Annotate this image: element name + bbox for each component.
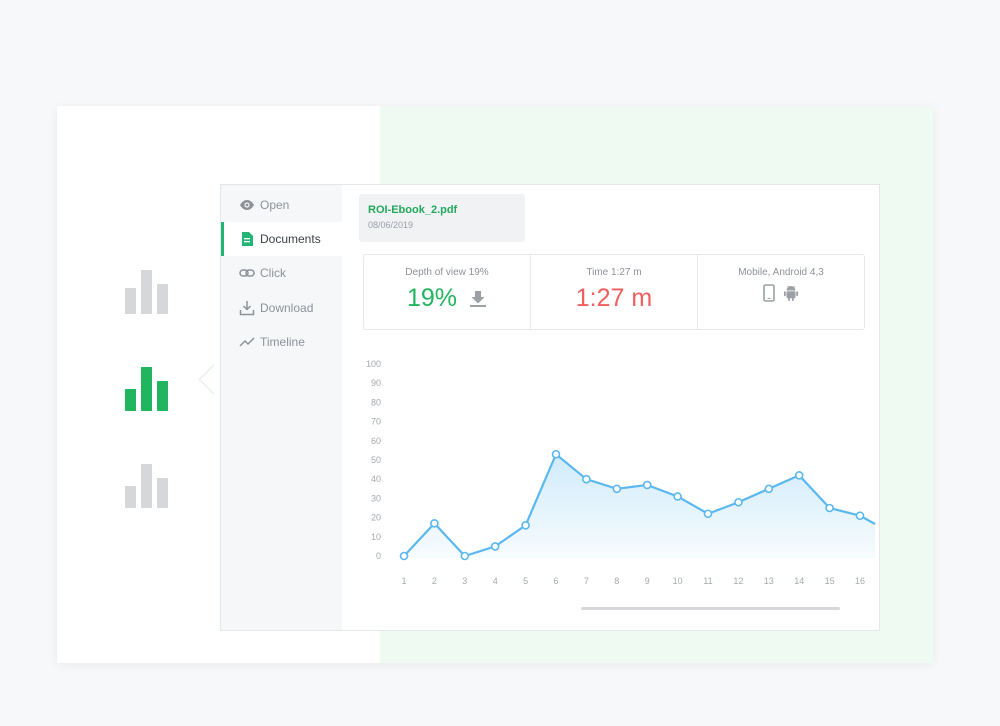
metric-value: 19% <box>406 284 458 312</box>
eye-icon <box>240 200 254 210</box>
data-point <box>460 551 470 561</box>
data-point <box>703 509 713 519</box>
x-tick-label: 9 <box>645 576 650 586</box>
x-tick-label: 2 <box>432 576 437 586</box>
x-tick-label: 7 <box>584 576 589 586</box>
data-point <box>551 449 561 459</box>
x-tick-label: 1 <box>401 576 406 586</box>
x-tick-label: 11 <box>703 576 712 586</box>
sidebar-item-label: Documents <box>260 232 321 246</box>
data-point <box>582 474 591 484</box>
x-tick-label: 10 <box>673 576 683 586</box>
metric-label: Mobile, Android 4,3 <box>738 267 824 278</box>
analytics-card: Open Documents Click Download Timeline R… <box>57 106 933 663</box>
chart-scrollbar[interactable] <box>581 607 840 610</box>
link-icon <box>239 269 255 277</box>
data-point <box>794 471 804 480</box>
chart-area-fill <box>404 454 875 558</box>
y-tick-label: 20 <box>371 513 381 523</box>
sidebar: Open Documents Click Download Timeline <box>221 185 342 630</box>
y-tick-label: 0 <box>376 551 381 561</box>
file-date: 08/06/2019 <box>368 220 414 230</box>
x-tick-label: 6 <box>553 576 558 586</box>
mobile-phone-icon <box>763 284 775 302</box>
android-icon <box>784 285 798 301</box>
data-point <box>490 542 500 551</box>
document-icon <box>242 232 253 246</box>
x-tick-label: 8 <box>614 576 619 586</box>
y-tick-label: 50 <box>371 455 381 465</box>
sidebar-item-label: Open <box>260 198 290 212</box>
metric-value-wrap: 19% <box>364 284 530 313</box>
x-tick-label: 12 <box>733 576 743 586</box>
metrics-row: Depth of view 19% 19% Time 1:27 m 1:27 m… <box>363 254 865 330</box>
file-name: ROI-Ebook_2.pdf <box>368 204 458 216</box>
file-card[interactable]: ROI-Ebook_2.pdf 08/06/2019 <box>359 194 525 242</box>
data-point <box>673 492 682 501</box>
y-tick-label: 40 <box>371 474 381 484</box>
data-point <box>612 484 622 494</box>
download-icon[interactable] <box>469 290 487 308</box>
x-tick-label: 13 <box>764 576 774 586</box>
x-tick-label: 16 <box>855 576 865 586</box>
x-tick-label: 15 <box>825 576 835 586</box>
metric-time: Time 1:27 m 1:27 m <box>530 255 697 329</box>
y-tick-label: 30 <box>371 493 381 503</box>
sidebar-item-click[interactable]: Click <box>221 256 342 290</box>
y-tick-label: 60 <box>371 436 381 446</box>
x-tick-label: 14 <box>794 576 804 586</box>
data-point <box>642 480 652 490</box>
y-tick-label: 90 <box>371 378 381 388</box>
metric-label: Depth of view 19% <box>405 267 489 278</box>
download-icon <box>239 301 255 316</box>
x-tick-label: 4 <box>493 576 498 586</box>
sidebar-item-download[interactable]: Download <box>221 291 342 325</box>
device-icons <box>698 284 864 302</box>
sidebar-item-documents[interactable]: Documents <box>221 222 342 256</box>
y-tick-label: 80 <box>371 397 381 407</box>
bar-chart-icon-bottom[interactable] <box>123 460 171 508</box>
metric-value: 1:27 m <box>575 284 653 312</box>
data-point <box>734 497 743 507</box>
x-tick-label: 5 <box>523 576 528 586</box>
x-tick-label: 3 <box>462 576 467 586</box>
bar-chart-icon-top[interactable] <box>123 266 171 314</box>
y-tick-label: 10 <box>371 532 381 542</box>
trend-icon <box>239 337 255 347</box>
data-point <box>430 519 439 528</box>
sidebar-item-label: Click <box>260 266 286 280</box>
sidebar-item-label: Timeline <box>260 335 305 349</box>
metric-label: Time 1:27 m <box>586 267 642 278</box>
sidebar-item-label: Download <box>260 301 314 315</box>
data-point <box>521 520 530 530</box>
data-point <box>764 484 774 494</box>
metric-device: Mobile, Android 4,3 <box>697 255 864 329</box>
bar-chart-icon-active[interactable] <box>123 363 171 411</box>
y-tick-label: 70 <box>371 417 381 427</box>
data-point <box>825 503 834 513</box>
data-point <box>399 551 409 561</box>
details-panel: Open Documents Click Download Timeline R… <box>220 184 880 631</box>
sidebar-item-timeline[interactable]: Timeline <box>221 325 342 359</box>
y-tick-label: 100 <box>366 359 381 369</box>
data-point <box>855 511 865 520</box>
sidebar-item-open[interactable]: Open <box>221 188 342 222</box>
metric-depth-of-view: Depth of view 19% 19% <box>364 255 530 329</box>
